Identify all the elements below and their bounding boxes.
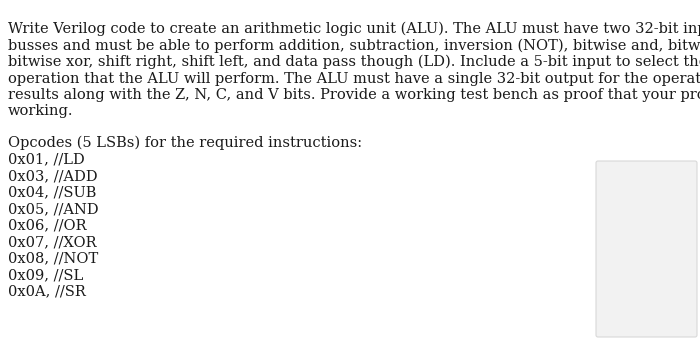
Text: 0x0A, //SR: 0x0A, //SR [8,284,85,298]
FancyBboxPatch shape [596,161,697,337]
Text: working.: working. [8,104,74,119]
Text: busses and must be able to perform addition, subtraction, inversion (NOT), bitwi: busses and must be able to perform addit… [8,39,700,53]
Text: Opcodes (5 LSBs) for the required instructions:: Opcodes (5 LSBs) for the required instru… [8,136,362,150]
Text: 0x09, //SL: 0x09, //SL [8,268,83,282]
Text: operation that the ALU will perform. The ALU must have a single 32-bit output fo: operation that the ALU will perform. The… [8,72,700,86]
Text: results along with the Z, N, C, and V bits. Provide a working test bench as proo: results along with the Z, N, C, and V bi… [8,88,700,102]
Text: 0x06, //OR: 0x06, //OR [8,218,87,232]
Text: 0x03, //ADD: 0x03, //ADD [8,169,97,183]
Text: 0x01, //LD: 0x01, //LD [8,152,85,166]
Text: Write Verilog code to create an arithmetic logic unit (ALU). The ALU must have t: Write Verilog code to create an arithmet… [8,22,700,36]
Text: 0x05, //AND: 0x05, //AND [8,202,99,216]
Text: 0x08, //NOT: 0x08, //NOT [8,251,98,265]
Text: 0x04, //SUB: 0x04, //SUB [8,186,97,199]
Text: 0x07, //XOR: 0x07, //XOR [8,235,97,249]
Text: bitwise xor, shift right, shift left, and data pass though (LD). Include a 5-bit: bitwise xor, shift right, shift left, an… [8,55,700,69]
